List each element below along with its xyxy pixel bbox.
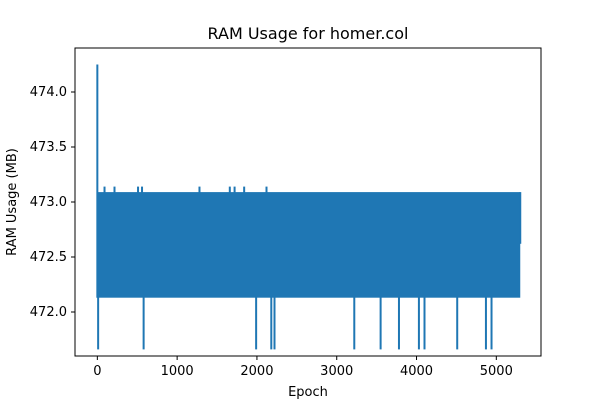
y-tick-label-0: 472.0 bbox=[30, 305, 67, 320]
plot-area bbox=[96, 64, 522, 350]
x-tick-label-2: 2000 bbox=[240, 364, 273, 379]
axis-ticks: 0 1000 2000 3000 4000 5000 472.0 472.5 473.0 473.… bbox=[30, 85, 513, 379]
y-tick-label-3: 473.5 bbox=[30, 140, 67, 155]
x-axis-label: Epoch bbox=[288, 385, 328, 400]
y-axis-label: RAM Usage (MB) bbox=[5, 148, 20, 256]
x-tick-label-0: 0 bbox=[93, 364, 101, 379]
chart-title: RAM Usage for homer.col bbox=[208, 24, 409, 43]
series-0 bbox=[96, 64, 522, 350]
y-tick-label-2: 473.0 bbox=[30, 195, 67, 210]
y-tick-label-1: 472.5 bbox=[30, 250, 67, 265]
x-tick-label-1: 1000 bbox=[161, 364, 194, 379]
x-tick-label-3: 3000 bbox=[320, 364, 353, 379]
series-band bbox=[97, 192, 521, 298]
x-tick-label-5: 5000 bbox=[480, 364, 513, 379]
x-tick-label-4: 4000 bbox=[400, 364, 433, 379]
y-tick-label-4: 474.0 bbox=[30, 85, 67, 100]
